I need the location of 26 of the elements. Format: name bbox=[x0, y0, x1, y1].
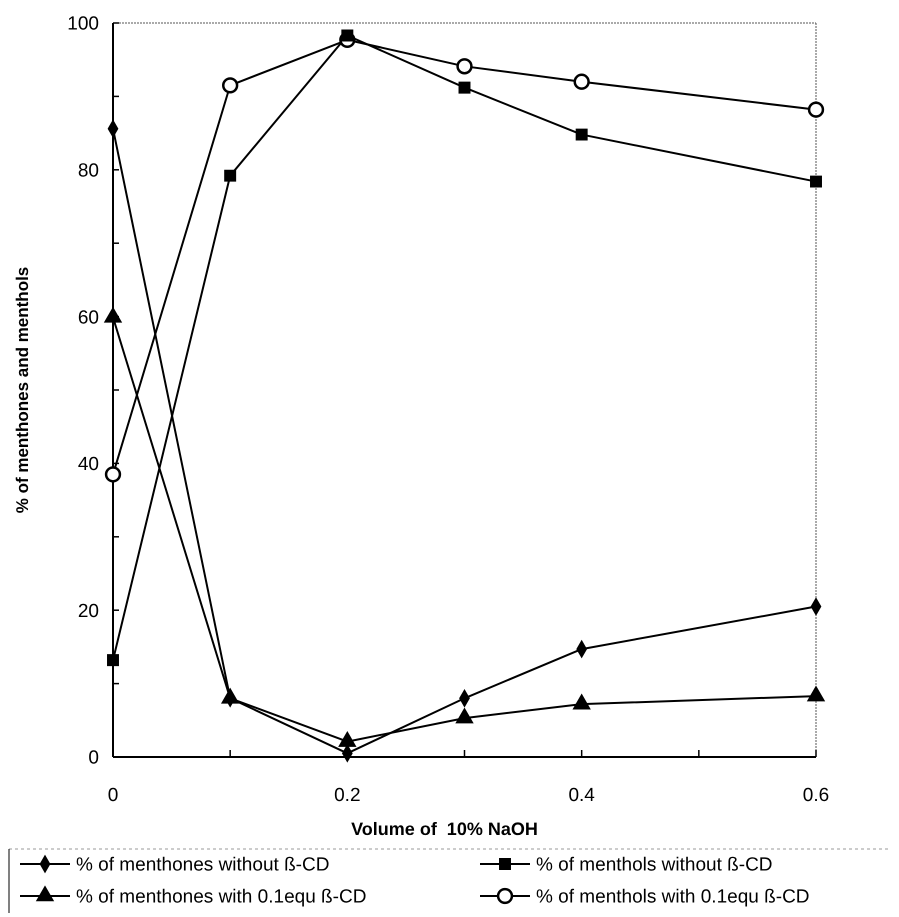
legend-label: % of menthols with 0.1equ ß-CD bbox=[536, 886, 810, 908]
point bbox=[222, 77, 238, 94]
point bbox=[808, 101, 824, 118]
y-tick-label: 60 bbox=[78, 307, 99, 328]
y-tick-label: 20 bbox=[78, 600, 99, 622]
y-tick-label: 80 bbox=[78, 160, 99, 182]
legend-label: % of menthols without ß-CD bbox=[536, 854, 773, 876]
point bbox=[574, 74, 590, 90]
point bbox=[458, 82, 470, 94]
x-tick-label: 0.4 bbox=[568, 785, 596, 806]
legend-label: % of menthones without ß-CD bbox=[76, 854, 330, 876]
y-tick-label: 40 bbox=[78, 454, 99, 476]
x-tick-label: 0.6 bbox=[802, 785, 830, 806]
point bbox=[810, 176, 822, 188]
y-axis-title: % of menthones and menthols bbox=[13, 266, 32, 514]
point bbox=[107, 654, 119, 666]
point bbox=[456, 58, 473, 74]
point bbox=[104, 466, 122, 483]
y-tick-label: 100 bbox=[67, 14, 99, 35]
point bbox=[576, 128, 588, 141]
x-axis-title: Volume of 10% NaOH bbox=[351, 819, 538, 839]
y-tick-label: 0 bbox=[88, 748, 99, 769]
x-tick-label: 0 bbox=[108, 785, 118, 806]
point bbox=[224, 170, 236, 182]
legend-label: % of menthones with 0.1equ ß-CD bbox=[76, 886, 366, 908]
x-tick-label: 0.2 bbox=[334, 785, 361, 806]
